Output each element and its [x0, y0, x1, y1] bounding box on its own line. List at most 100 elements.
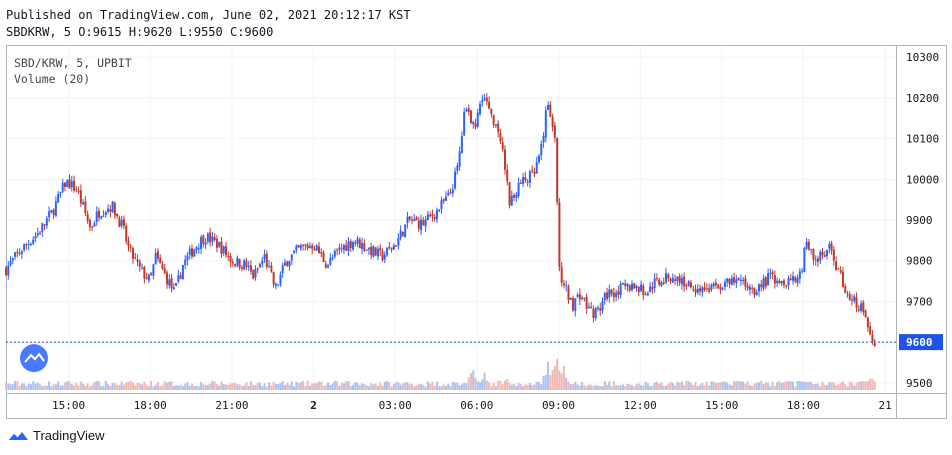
candle-body: [408, 216, 411, 220]
volume-bar: [317, 381, 320, 390]
candle-body: [345, 245, 348, 251]
candle-body: [569, 297, 572, 300]
tradingview-brand-name: TradingView: [33, 428, 105, 443]
candle-body: [710, 285, 713, 290]
volume-bar: [277, 384, 280, 390]
volume-bar: [608, 381, 611, 390]
candle-body: [386, 247, 389, 255]
volume-bar: [576, 384, 579, 390]
volume-bar: [494, 386, 497, 390]
candle-body: [404, 224, 407, 238]
candle-body: [45, 218, 48, 226]
volume-bar: [338, 385, 341, 390]
tradingview-brand[interactable]: TradingView: [7, 428, 105, 443]
volume-bar: [617, 385, 620, 390]
volume-bar: [59, 385, 62, 390]
candle-body: [413, 218, 416, 222]
candle-body: [379, 248, 382, 251]
volume-bar: [322, 385, 325, 390]
volume-bar: [445, 385, 448, 390]
candle-body: [739, 279, 742, 282]
volume-bar: [583, 385, 586, 390]
volume-bar: [442, 384, 445, 390]
candle-body: [313, 248, 316, 251]
candle-body: [197, 248, 200, 250]
volume-bar: [615, 385, 618, 390]
candle-body: [535, 162, 538, 174]
volume-bar: [794, 386, 797, 390]
volume-bar: [676, 381, 679, 390]
candle-body: [585, 296, 588, 309]
candle-body: [517, 182, 520, 196]
volume-bar: [404, 382, 407, 390]
volume-bar: [683, 384, 686, 390]
volume-bar: [689, 382, 692, 390]
volume-bar: [628, 384, 631, 390]
volume-bar: [780, 382, 783, 390]
candle-body: [52, 209, 55, 215]
candle-body: [263, 254, 266, 260]
candle-body: [601, 301, 604, 311]
volume-bar: [671, 383, 674, 390]
candle-body: [590, 306, 593, 308]
candle-body: [821, 251, 824, 256]
candle-body: [467, 108, 470, 112]
volume-bar: [435, 381, 438, 390]
candle-body: [25, 244, 28, 246]
volume-bar: [440, 386, 443, 390]
candle-body: [533, 171, 536, 174]
volume-bar: [655, 381, 658, 390]
volume-bar: [764, 382, 767, 390]
candle-body: [844, 286, 847, 293]
candle-body: [392, 245, 395, 250]
volume-bar: [152, 386, 155, 390]
candle-body: [111, 201, 114, 212]
candle-body: [265, 253, 268, 267]
volume-bar: [109, 385, 112, 390]
candle-body: [689, 282, 692, 288]
candle-body: [735, 279, 738, 284]
candle-body: [760, 284, 763, 288]
volume-bar: [542, 375, 545, 390]
volume-bar: [304, 385, 307, 390]
volume-bar: [721, 381, 724, 390]
volume-bar: [547, 361, 550, 390]
volume-bar: [653, 382, 656, 390]
candle-body: [667, 274, 670, 279]
candle-body: [225, 246, 228, 256]
candle-body: [721, 288, 724, 290]
candle-body: [658, 279, 661, 285]
candle-body: [252, 269, 255, 279]
candle-body: [497, 123, 500, 133]
volume-bar: [630, 385, 633, 390]
volume-bar: [492, 382, 495, 390]
volume-bar: [433, 385, 436, 390]
volume-bar: [456, 382, 459, 390]
candle-body: [723, 281, 726, 287]
candle-body: [819, 251, 822, 261]
y-tick-label: 9500: [906, 377, 933, 390]
candle-body: [209, 232, 212, 243]
volume-bar: [125, 382, 128, 390]
candle-body: [324, 263, 327, 268]
volume-bar: [113, 383, 116, 390]
volume-bar: [279, 382, 282, 390]
volume-bar: [458, 385, 461, 390]
volume-bar: [553, 366, 556, 390]
volume-bar: [197, 386, 200, 390]
candle-body: [145, 277, 148, 279]
volume-bar: [9, 384, 12, 390]
candle-body: [190, 248, 193, 257]
volume-bar: [501, 383, 504, 390]
volume-bar: [215, 383, 218, 390]
candle-body: [814, 259, 817, 261]
candle-body: [456, 165, 459, 171]
candle-body: [127, 240, 130, 247]
volume-bar: [401, 383, 404, 390]
volume-bar: [48, 381, 51, 390]
volume-bar: [204, 385, 207, 390]
volume-bar: [386, 380, 389, 390]
candle-body: [336, 249, 339, 251]
volume-bar: [161, 385, 164, 390]
